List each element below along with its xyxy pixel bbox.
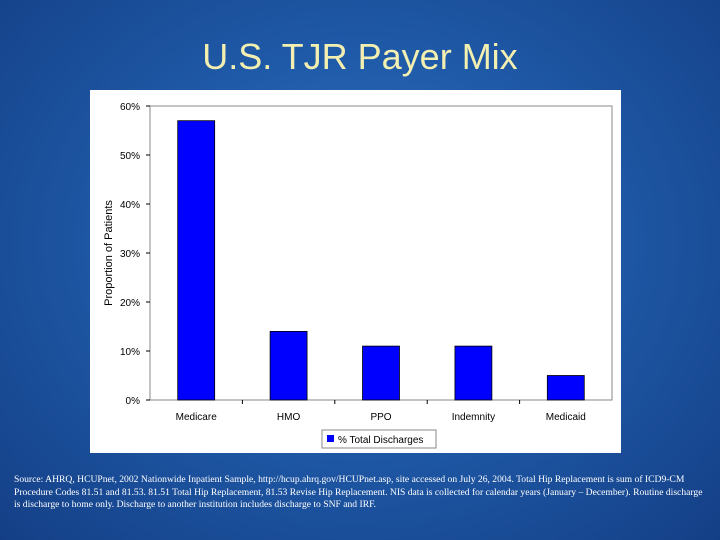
y-tick-label: 20% — [120, 298, 140, 309]
bar-medicare — [177, 120, 216, 401]
legend-label: % Total Discharges — [338, 435, 423, 446]
legend-swatch — [327, 435, 334, 442]
y-tick-label: 50% — [120, 151, 140, 162]
y-axis-label: Proportion of Patients — [103, 200, 115, 306]
y-tick-label: 40% — [120, 200, 140, 211]
x-tick-label: Medicare — [176, 412, 218, 423]
y-tick-label: 30% — [120, 249, 140, 260]
x-tick-label: PPO — [370, 412, 391, 423]
y-tick-label: 0% — [126, 396, 141, 407]
x-tick-label: Indemnity — [452, 412, 495, 423]
bar-ppo — [362, 345, 400, 401]
legend-box — [321, 429, 437, 449]
source-note: Source: AHRQ, HCUPnet, 2002 Nationwide I… — [14, 474, 703, 510]
bar-chart: 0% 10% 20% 30% 40% 50% 60% Medicare HMO PPO Indem… — [103, 102, 613, 449]
y-tick-label: 60% — [120, 102, 140, 113]
legend: % Total Discharges — [321, 429, 437, 449]
bar-hmo — [269, 330, 308, 401]
chart-panel: 0% 10% 20% 30% 40% 50% 60% Medicare HMO PPO Indem… — [90, 90, 621, 453]
bar-medicaid — [546, 375, 585, 401]
y-tick-label: 10% — [120, 347, 140, 358]
slide-title: U.S. TJR Payer Mix — [202, 36, 518, 77]
x-tick-label: HMO — [277, 412, 301, 423]
x-tick-label: Medicaid — [546, 412, 586, 423]
bar-indemnity — [454, 345, 493, 401]
